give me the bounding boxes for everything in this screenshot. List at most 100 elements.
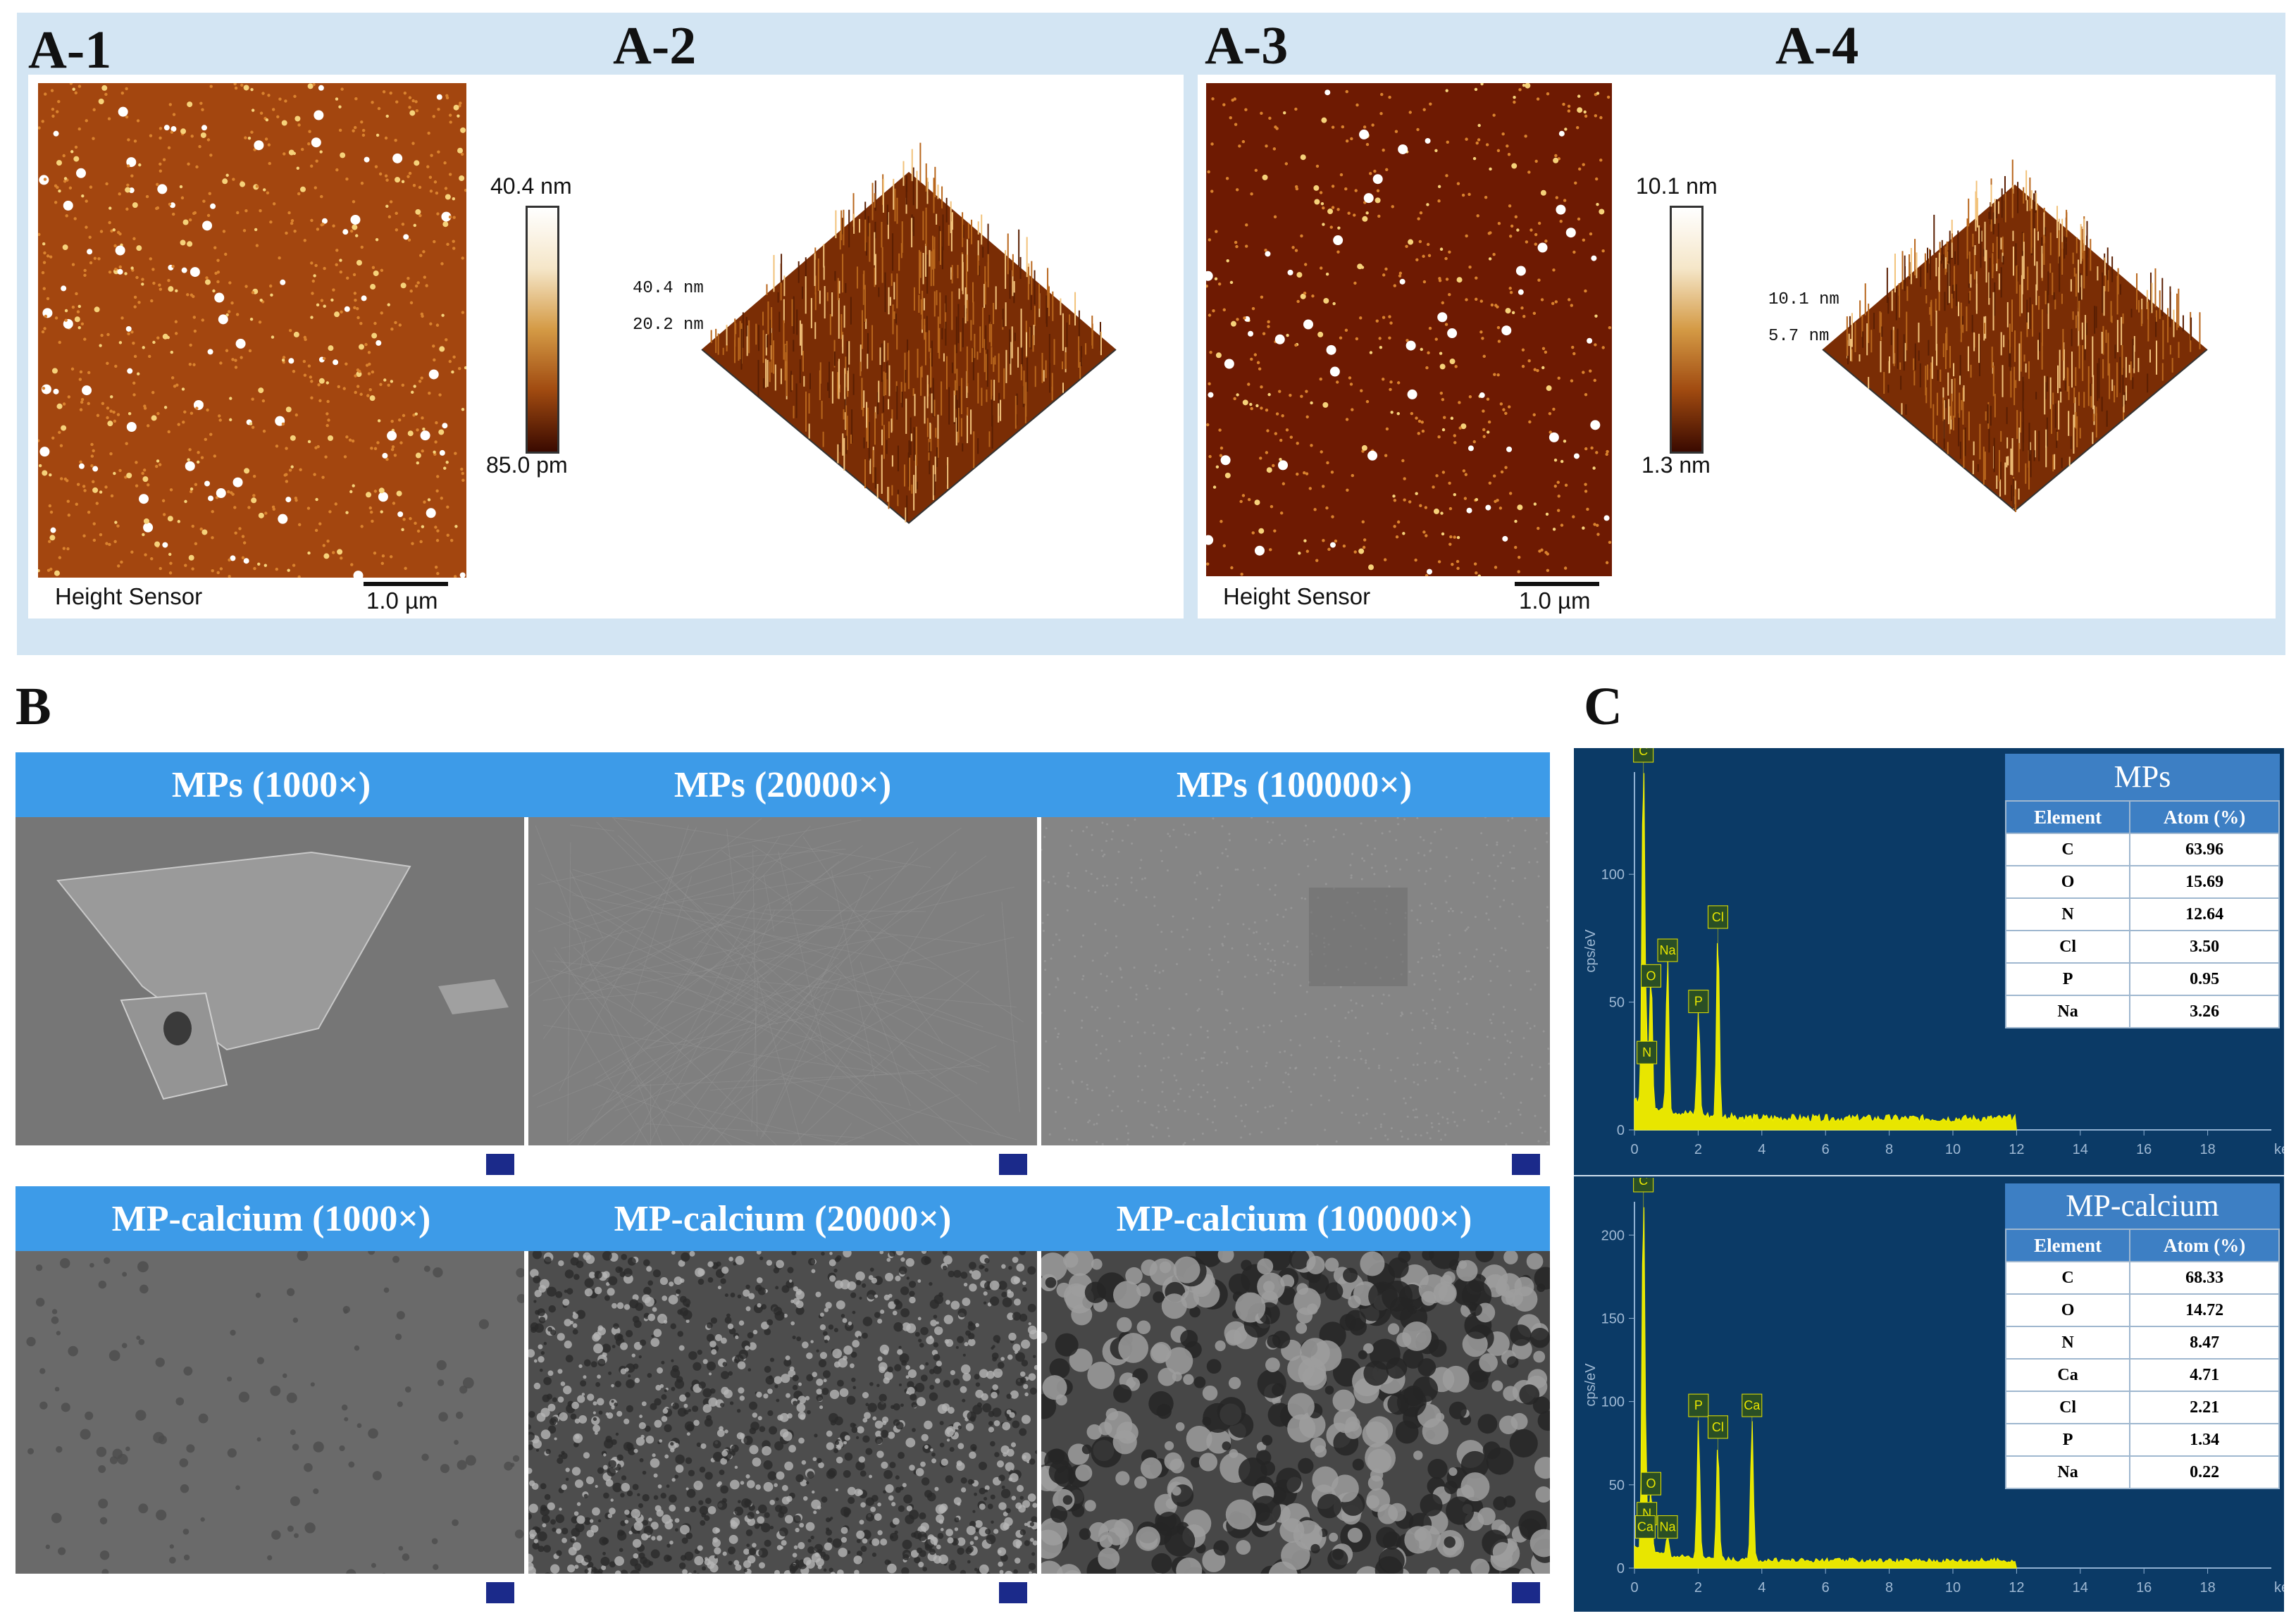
scale-bar-label: 1.0 µm <box>1519 587 1591 614</box>
x-tick-label: 4 <box>1758 1142 1766 1157</box>
color-scale-min: 1.3 nm <box>1642 452 1711 478</box>
eds-table: Element Atom (%) C 63.96 O 15.69 N 12.64 Cl 3… <box>2004 800 2280 1028</box>
y-axis-label: cps/eV <box>1583 1363 1599 1407</box>
table-row: Cl 3.50 <box>2004 930 2280 964</box>
table-row: Cl 2.21 <box>2004 1391 2280 1424</box>
afm-card-left: 40.4 nm 85.0 pm Height Sensor 1.0 µm 40.… <box>28 75 1184 618</box>
table-row: N 8.47 <box>2004 1326 2280 1360</box>
label-c: C <box>1584 677 1622 736</box>
table-row: C 63.96 <box>2004 833 2280 866</box>
label-a1: A-1 <box>28 20 112 80</box>
sem-image <box>528 817 1037 1186</box>
zeiss-logo <box>1512 1582 1540 1603</box>
x-tick-label: 0 <box>1630 1142 1638 1157</box>
eds-table-box: MP-calcium Element Atom (%) C 68.33 O 14.72… <box>2004 1183 2280 1489</box>
peak-marker <box>1688 990 1709 1014</box>
sem-header-bottom: MP-calcium (1000×) MP-calcium (20000×) M… <box>15 1186 1550 1251</box>
z-axis-mid: 5.7 nm <box>1768 327 1830 346</box>
zeiss-logo <box>999 1154 1027 1175</box>
sensor-label: Height Sensor <box>1223 583 1371 609</box>
col-atom: Atom (%) <box>2129 1229 2280 1262</box>
peak-label: C <box>1639 748 1648 758</box>
sem-image <box>1041 1251 1550 1615</box>
x-tick-label: 2 <box>1694 1580 1702 1596</box>
table-row: O 15.69 <box>2004 865 2280 899</box>
scale-bar <box>1515 582 1599 586</box>
x-tick-label: 8 <box>1885 1580 1893 1596</box>
x-tick-label: 16 <box>2136 1142 2152 1157</box>
y-tick-label: 0 <box>1617 1561 1625 1577</box>
sem-image <box>15 1251 524 1615</box>
zeiss-logo <box>486 1582 514 1603</box>
x-unit: keV <box>2274 1580 2284 1596</box>
sem-title: MPs (20000×) <box>674 764 892 805</box>
x-tick-label: 10 <box>1945 1142 1961 1157</box>
divider <box>1574 1175 2284 1176</box>
peak-label: Ca <box>1637 1520 1654 1534</box>
peak-marker <box>1688 1393 1709 1417</box>
x-tick-label: 18 <box>2199 1142 2215 1157</box>
eds-table-box: MPs Element Atom (%) C 63.96 O 15.69 N 12.64… <box>2004 754 2280 1028</box>
eds-table-title: MP-calcium <box>2005 1183 2280 1229</box>
x-unit: keV <box>2274 1142 2284 1157</box>
x-tick-label: 14 <box>2073 1580 2088 1596</box>
afm-card-right: 10.1 nm 1.3 nm Height Sensor 1.0 µm 10.1… <box>1198 75 2276 618</box>
col-element: Element <box>2004 800 2131 834</box>
y-tick-label: 150 <box>1601 1311 1625 1326</box>
peak-label: O <box>1646 969 1656 983</box>
afm-height-map <box>38 83 466 578</box>
z-axis-mid: 20.2 nm <box>633 316 704 335</box>
x-tick-label: 10 <box>1945 1580 1961 1596</box>
peak-label: P <box>1694 995 1703 1009</box>
x-tick-label: 8 <box>1885 1142 1893 1157</box>
scale-bar <box>364 582 448 586</box>
scale-bar-label: 1.0 µm <box>366 587 438 614</box>
z-axis-top: 40.4 nm <box>633 279 704 298</box>
color-scale-min: 85.0 pm <box>486 452 568 478</box>
eds-spectrum-plot: 050100150200024681012141618keVcps/eVCONC… <box>1583 1169 2296 1596</box>
eds-table: Element Atom (%) C 68.33 O 14.72 N 8.47 Ca 4.… <box>2004 1229 2280 1489</box>
table-row: O 14.72 <box>2004 1293 2280 1327</box>
eds-table-title: MPs <box>2005 754 2280 800</box>
color-scale-bar <box>526 206 559 454</box>
y-tick-label: 100 <box>1601 1395 1625 1410</box>
peak-marker <box>1707 1415 1728 1439</box>
peak-marker <box>1707 905 1728 929</box>
y-axis-label: cps/eV <box>1583 929 1599 973</box>
sem-title: MPs (1000×) <box>171 764 371 805</box>
peak-label: O <box>1646 1476 1656 1491</box>
eds-spectrum-mp-calcium: 050100150200024681012141618keVcps/eVCONC… <box>1574 1169 2296 1612</box>
y-tick-label: 0 <box>1617 1123 1625 1138</box>
table-row: Ca 4.71 <box>2004 1358 2280 1392</box>
x-tick-label: 14 <box>2073 1142 2088 1157</box>
x-tick-label: 6 <box>1822 1142 1830 1157</box>
peak-label: Na <box>1660 1520 1677 1534</box>
sem-title: MP-calcium (20000×) <box>614 1198 952 1239</box>
color-scale-max: 40.4 nm <box>490 173 572 199</box>
table-row: P 0.95 <box>2004 962 2280 996</box>
x-tick-label: 16 <box>2136 1580 2152 1596</box>
afm-3d-surface <box>701 142 1117 524</box>
label-a3: A-3 <box>1205 16 1289 75</box>
x-tick-label: 18 <box>2199 1580 2215 1596</box>
peak-marker <box>1637 1040 1658 1064</box>
col-atom: Atom (%) <box>2129 800 2280 834</box>
spectrum-trace <box>1634 773 2017 1131</box>
table-row: C 68.33 <box>2004 1261 2280 1295</box>
peak-label: Na <box>1660 943 1677 957</box>
eds-spectrum-mps: 0 50 100 0 2 4 6 8 10 12 14 16 18 keV cps/eV C O Na N P Cl M… <box>1574 739 2296 1174</box>
x-tick-label: 2 <box>1694 1142 1702 1157</box>
x-tick-label: 4 <box>1758 1580 1766 1596</box>
afm-3d-surface <box>1822 159 2208 512</box>
zeiss-logo <box>1512 1154 1540 1175</box>
label-a4: A-4 <box>1775 16 1859 75</box>
x-tick-label: 12 <box>2009 1580 2024 1596</box>
sem-header-top: MPs (1000×) MPs (20000×) MPs (100000×) <box>15 752 1550 817</box>
peak-marker <box>1657 938 1678 962</box>
y-tick-label: 50 <box>1609 1478 1625 1493</box>
sem-image <box>528 1251 1037 1615</box>
table-row: Na 0.22 <box>2004 1455 2280 1489</box>
sem-image <box>15 817 524 1186</box>
afm-height-image <box>1206 83 1612 576</box>
